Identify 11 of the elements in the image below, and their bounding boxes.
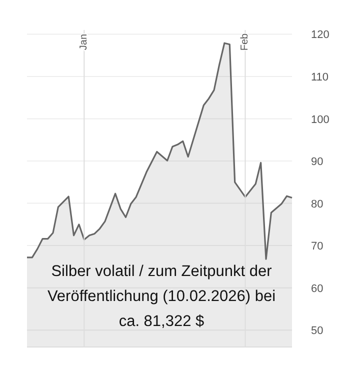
x-tick-label: Jan [78,34,90,50]
y-tick-label: 50 [311,325,324,338]
y-tick-label: 70 [311,240,324,253]
x-tick-label: Feb [240,32,251,51]
y-tick-label: 100 [311,114,330,126]
annotation: Silber volatil / zum Zeitpunkt der Veröffentlichung (10.02.2026) bei ca. 81,322 $ [47,263,276,330]
y-tick-label: 60 [311,282,324,295]
y-tick-label: 90 [311,156,324,168]
y-tick-label: 80 [311,198,324,210]
y-tick-label: 110 [311,71,329,84]
y-tick-label: 120 [311,29,330,42]
